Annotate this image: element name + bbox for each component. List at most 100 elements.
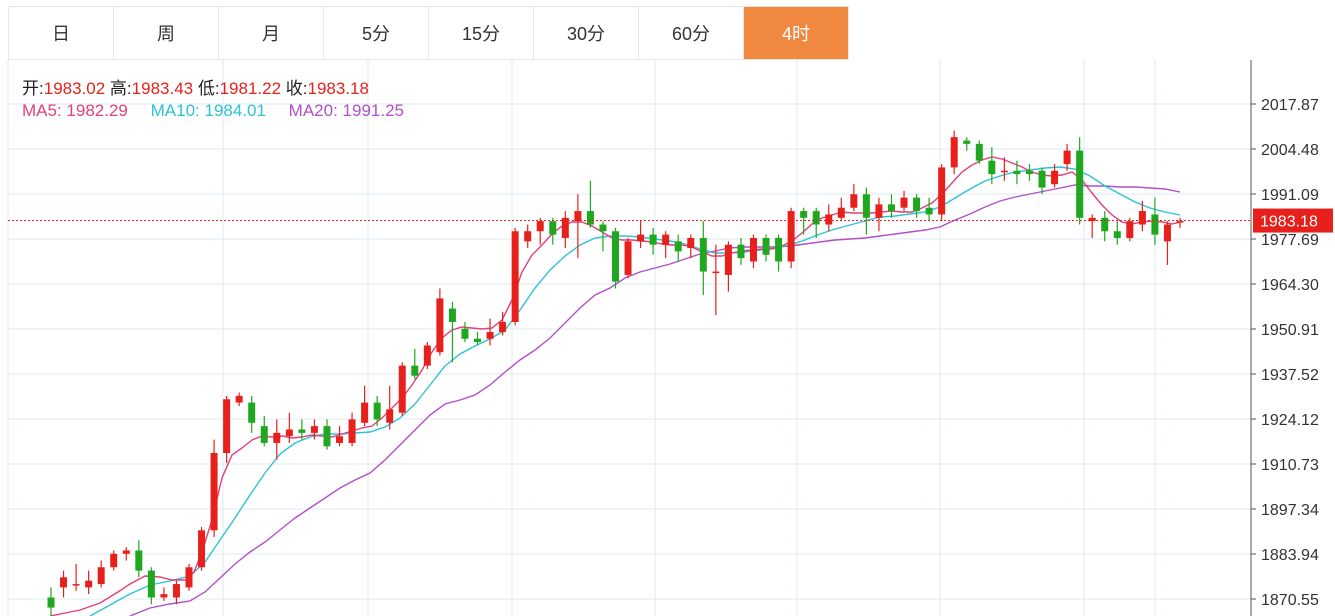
candle-body — [1151, 214, 1159, 235]
candle-body — [699, 237, 707, 272]
candle — [85, 570, 93, 595]
candle — [1126, 217, 1134, 242]
candle-body — [561, 217, 569, 238]
candle-body — [423, 345, 431, 366]
candle-body — [147, 570, 155, 598]
candle-body — [1101, 217, 1109, 232]
candle-body — [649, 234, 657, 245]
y-tick-label: 1910.73 — [1261, 457, 1319, 474]
candle-body — [1025, 170, 1033, 175]
ma5-label: MA5: — [22, 101, 62, 120]
candle-body — [122, 550, 130, 554]
candle — [373, 395, 381, 427]
candle-body — [938, 167, 946, 215]
candle — [599, 221, 607, 252]
candle-body — [386, 409, 394, 423]
candle-body — [135, 550, 143, 571]
candle — [285, 412, 293, 443]
y-tick-label: 2004.48 — [1261, 142, 1319, 159]
candle — [875, 197, 883, 232]
candle — [210, 439, 218, 538]
candle — [1176, 217, 1184, 228]
candle — [1051, 164, 1059, 188]
tab-周[interactable]: 周 — [114, 7, 219, 59]
candle-body — [60, 577, 68, 588]
candle — [1113, 221, 1121, 245]
candle — [1076, 137, 1084, 225]
candle-body — [762, 237, 770, 255]
candle — [273, 419, 281, 460]
tab-30分[interactable]: 30分 — [534, 7, 639, 59]
candle — [975, 140, 983, 165]
candle — [913, 194, 921, 218]
candle-body — [223, 399, 231, 454]
candle — [1013, 160, 1021, 185]
candle — [147, 567, 155, 605]
candle-body — [1013, 170, 1021, 175]
candle-body — [1038, 170, 1046, 188]
candle-body — [336, 436, 344, 443]
candle — [1151, 197, 1159, 245]
candle — [474, 332, 482, 346]
current-price-line: 1983.18 — [8, 208, 1333, 233]
tab-60分[interactable]: 60分 — [639, 7, 744, 59]
candle-body — [172, 584, 180, 598]
candle — [323, 419, 331, 450]
candle — [223, 395, 231, 464]
candle — [624, 237, 632, 279]
candle-body — [499, 321, 507, 333]
candle — [988, 147, 996, 185]
candle-body — [812, 211, 820, 225]
candle-body — [436, 298, 444, 353]
candle-body — [749, 237, 757, 262]
tab-月[interactable]: 月 — [219, 7, 324, 59]
candle — [1038, 167, 1046, 195]
y-tick-label: 1964.30 — [1261, 277, 1319, 294]
y-tick-label: 1991.09 — [1261, 187, 1319, 204]
ma20-label: MA20: — [288, 101, 338, 120]
tab-15分[interactable]: 15分 — [429, 7, 534, 59]
ma10-label: MA10: — [150, 101, 200, 120]
candle-body — [298, 429, 306, 433]
tab-日[interactable]: 日 — [9, 7, 114, 59]
candle — [172, 580, 180, 605]
candle — [900, 190, 908, 212]
candle-body — [787, 211, 795, 262]
candle — [60, 570, 68, 598]
current-price-label: 1983.18 — [1260, 214, 1318, 231]
candle — [1163, 221, 1171, 265]
y-tick-label: 1937.52 — [1261, 367, 1319, 384]
high-value: 1983.43 — [131, 79, 194, 98]
candle — [887, 194, 895, 218]
period-tabs: 日周月 5分 15分 30分 60分 4时 — [8, 6, 849, 60]
candle-body — [85, 580, 93, 588]
candle — [574, 194, 582, 259]
tab-5分[interactable]: 5分 — [324, 7, 429, 59]
candle-body — [310, 426, 318, 433]
candle-body — [900, 197, 908, 208]
candle — [938, 164, 946, 222]
low-label: 低: — [197, 79, 220, 98]
candle — [687, 234, 695, 259]
candle-body — [1088, 217, 1096, 222]
candle-body — [110, 553, 118, 568]
current-price-tag — [1253, 208, 1333, 233]
candle — [561, 211, 569, 249]
candle-body — [913, 197, 921, 212]
candle — [336, 426, 344, 447]
candle — [486, 318, 494, 346]
candle — [812, 207, 820, 238]
candle-body — [97, 567, 105, 585]
candle-body — [674, 241, 682, 252]
candle-body — [687, 237, 695, 249]
candle — [248, 395, 256, 433]
candle-body — [398, 365, 406, 413]
candle-body — [825, 214, 833, 225]
candle — [925, 197, 933, 222]
tab-4时[interactable]: 4时 — [744, 7, 849, 59]
close-value: 1983.18 — [307, 79, 369, 98]
candle-body — [862, 194, 870, 218]
y-tick-label: 1883.94 — [1261, 547, 1319, 564]
candle — [135, 540, 143, 578]
candle-body — [988, 160, 996, 175]
